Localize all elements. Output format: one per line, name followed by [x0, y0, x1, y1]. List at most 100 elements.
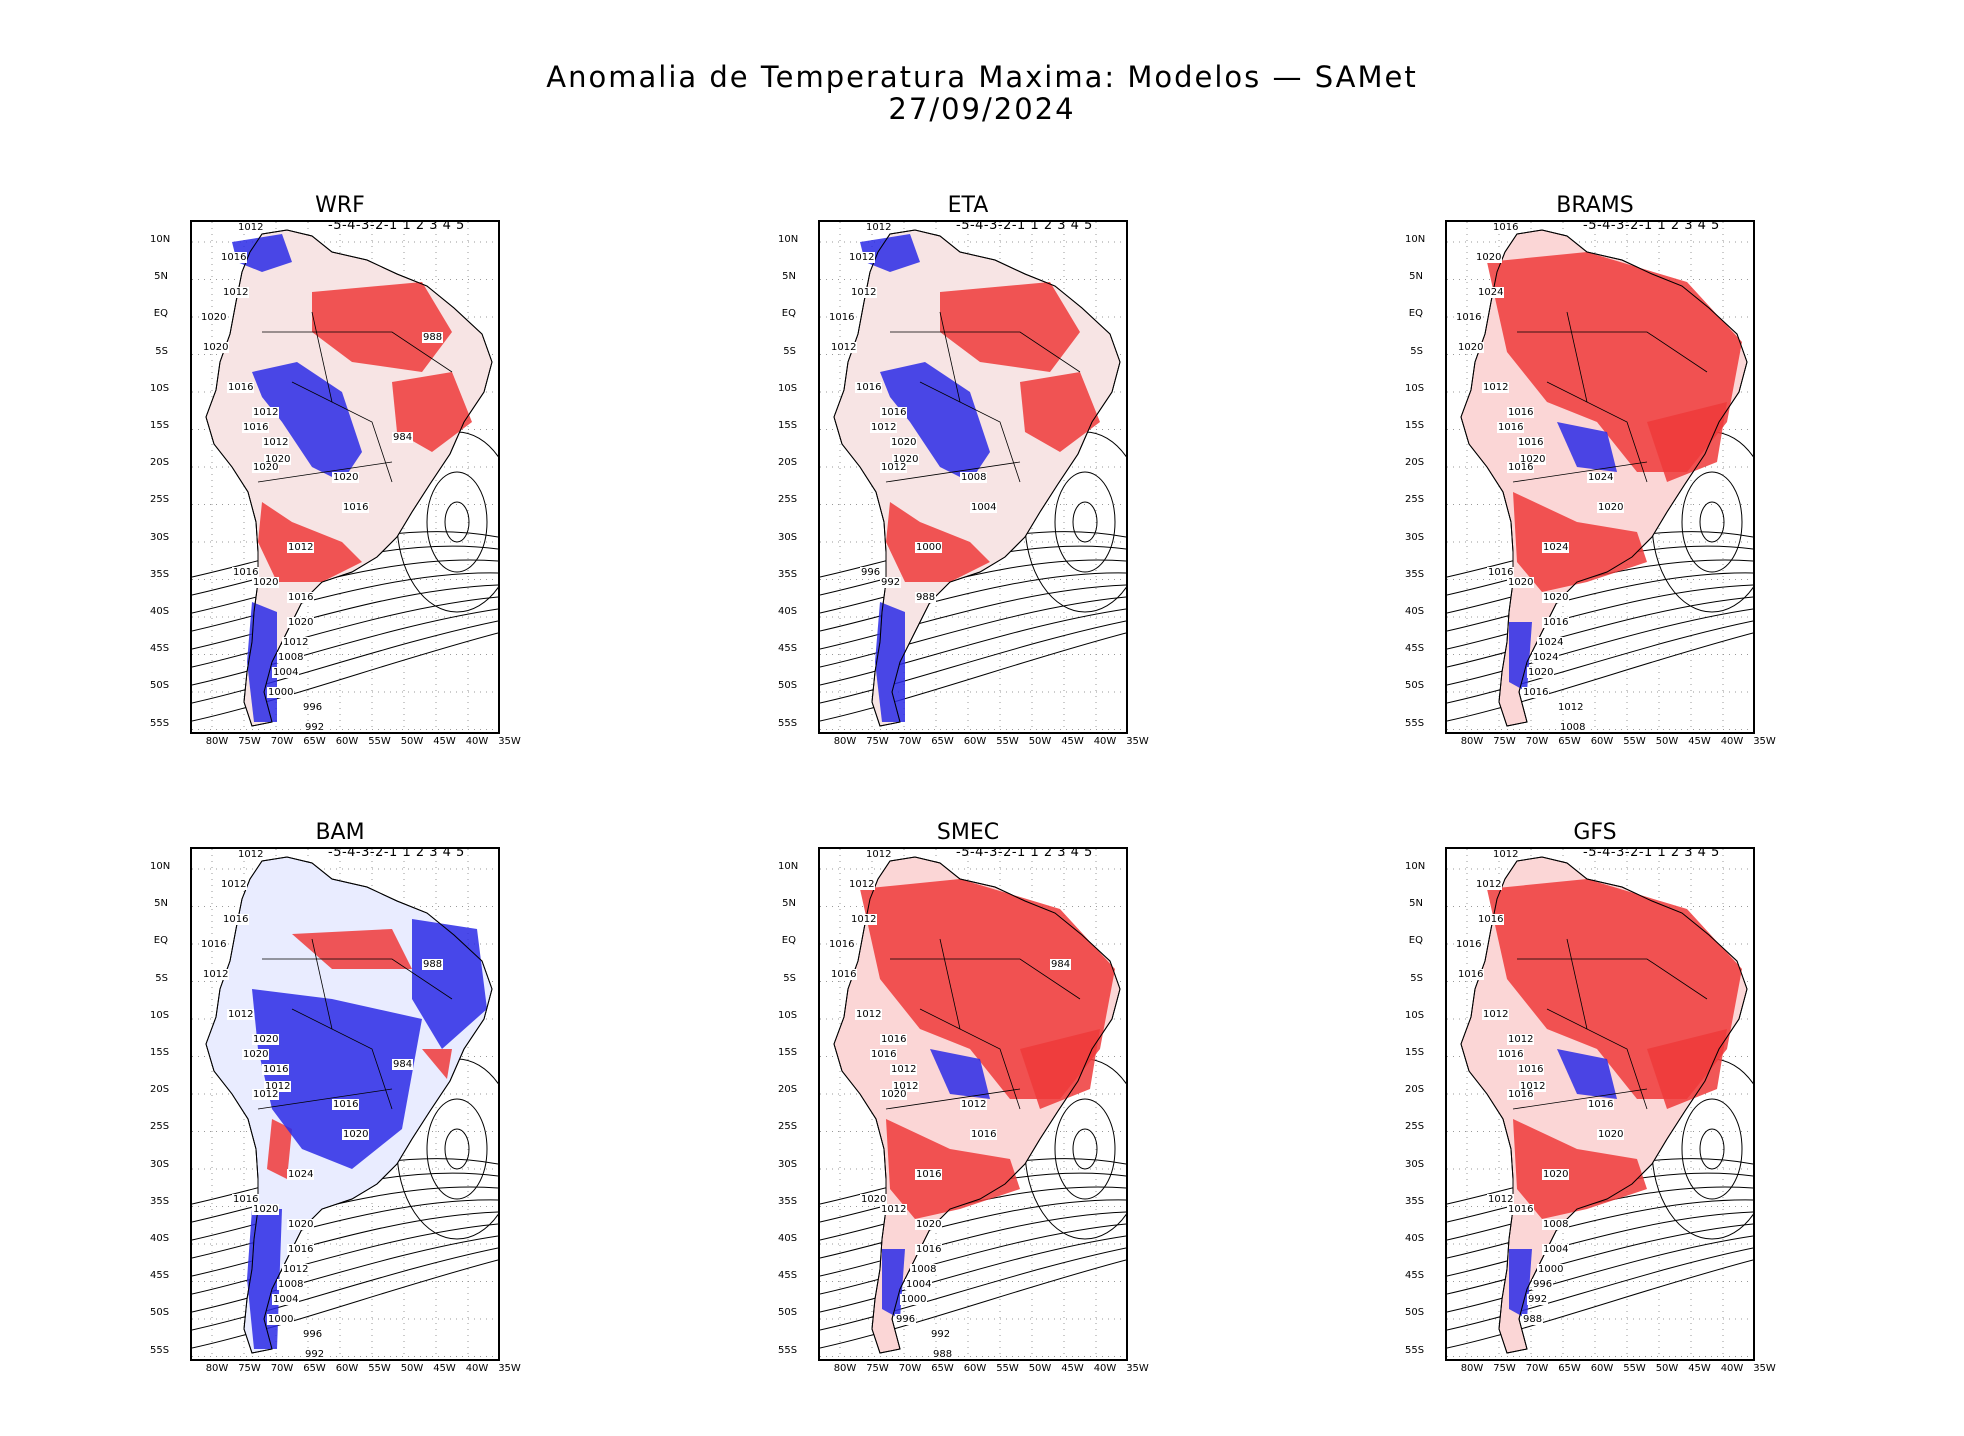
isobar-label: 1016: [232, 567, 260, 578]
isobar-line: [820, 620, 1126, 704]
isobar-label: 1020: [252, 577, 280, 588]
isobar-label: 1020: [287, 617, 315, 628]
country-border: [1512, 461, 1648, 483]
lon-tick-label: 40W: [1093, 1363, 1117, 1374]
country-border: [890, 331, 1081, 373]
isobar-label: 1016: [1455, 939, 1483, 950]
high-pressure-contour: [444, 1128, 470, 1170]
isobar-label: 1020: [1457, 342, 1485, 353]
isobar-label: 1012: [252, 1089, 280, 1100]
isobar-line: [192, 632, 498, 722]
lon-tick-label: 60W: [963, 736, 987, 747]
isobar-label: 1016: [1507, 1089, 1535, 1100]
lon-tick-label: 60W: [1590, 1363, 1614, 1374]
lat-tick-label: 10N: [1405, 234, 1426, 245]
isobar-label: 992: [304, 722, 326, 733]
map-frame: -5-4-3-2-1 1 2 3 4 5 1012 1012 1016 1016 1012…: [190, 847, 500, 1361]
lat-tick-label: 55S: [778, 1344, 798, 1356]
isobar-label: 1012: [1482, 382, 1510, 393]
lon-tick-label: 35W: [1126, 736, 1149, 747]
isobar-label: 996: [302, 1329, 324, 1340]
lon-tick-label: 65W: [931, 736, 954, 747]
country-border: [939, 938, 961, 1030]
lat-tick-label: 30S: [150, 531, 170, 543]
country-border: [1566, 311, 1588, 403]
lat-tick-label: 35S: [778, 568, 798, 580]
isobar-label: 1016: [1587, 1099, 1615, 1110]
lat-tick-label: EQ: [781, 308, 796, 320]
isobar-label: 1024: [1587, 472, 1615, 483]
country-border: [1546, 381, 1648, 483]
lat-tick-label: 55S: [1405, 717, 1425, 729]
lon-tick-label: 45W: [1688, 1363, 1711, 1374]
isobar-line: [1447, 608, 1753, 686]
isobar-label: 1016: [1507, 407, 1535, 418]
isobar-label: 1020: [242, 1049, 270, 1060]
panel-bam: BAM -5-4-3-2-1 1 2 3 4 5 1012 1012 1016 1016 1…: [150, 820, 521, 1380]
country-border: [939, 311, 961, 403]
isobar-label: 1020: [202, 342, 230, 353]
isobar-label: 1024: [1542, 542, 1570, 553]
isobar-label: 996: [860, 567, 882, 578]
cold-anomaly-area: [1509, 1249, 1532, 1319]
map-frame: -5-4-3-2-1 1 2 3 4 5 1016 1020 1024 1016 1020…: [1445, 220, 1755, 734]
panel-title: BAM: [315, 820, 365, 845]
isobar-label: 1012: [227, 1009, 255, 1020]
isobar-label: 1012: [1492, 849, 1520, 860]
isobar-line: [1447, 1247, 1753, 1331]
lon-tick-label: 60W: [963, 1363, 987, 1374]
lat-tick-label: 45S: [150, 1270, 170, 1282]
lon-tick-label: 75W: [1493, 736, 1516, 747]
colorbar-labels: -5-4-3-2-1 1 2 3 4 5: [328, 847, 465, 860]
lon-tick-label: 35W: [1753, 1363, 1776, 1374]
coastline: [833, 229, 1121, 727]
lat-tick-label: 5S: [783, 345, 796, 357]
colorbar-labels: -5-4-3-2-1 1 2 3 4 5: [328, 220, 465, 233]
lon-tick-label: 50W: [400, 736, 424, 747]
country-border: [885, 1088, 1021, 1110]
isobar-line: [192, 1235, 498, 1313]
isobar-label: 1020: [342, 1129, 370, 1140]
lon-tick-label: 45W: [1061, 1363, 1084, 1374]
isobar-line: [192, 1259, 498, 1349]
lat-tick-label: 35S: [778, 1195, 798, 1207]
panel-eta: ETA -5-4-3-2-1 1 2 3 4 5 1012 1012 1012 1016 1…: [778, 193, 1149, 753]
isobar-label: 1020: [1542, 1169, 1570, 1180]
lat-tick-label: EQ: [153, 935, 168, 947]
lat-tick-label: 30S: [778, 1158, 798, 1170]
isobar-line: [1447, 596, 1753, 668]
isobar-label: 1012: [892, 1081, 920, 1092]
lat-tick-label: 50S: [150, 680, 170, 692]
isobar-label: 992: [304, 1349, 326, 1360]
lat-tick-label: 25S: [1405, 494, 1425, 506]
isobar-label: 1012: [1487, 1194, 1515, 1205]
isobar-label: 1012: [880, 1204, 908, 1215]
isobar-label: 988: [932, 1349, 954, 1360]
isobar-label: 1016: [870, 1049, 898, 1060]
isobar-label: 1016: [1497, 422, 1525, 433]
lat-tick-label: 20S: [778, 1084, 798, 1096]
country-border: [311, 311, 333, 403]
lat-tick-label: 45S: [1405, 643, 1425, 655]
isobar-label: 996: [302, 702, 324, 713]
isobar-label: 1016: [1477, 914, 1505, 925]
lat-tick-label: 5S: [1410, 972, 1423, 984]
isobar-line: [192, 1211, 498, 1277]
lon-tick-label: 70W: [270, 736, 294, 747]
lon-tick-label: 60W: [335, 736, 359, 747]
high-pressure-contour: [1054, 471, 1116, 573]
panel-wrf: WRF -5-4-3-2-1 1 2 3 4 5 1012 1016 1012 1020 1…: [150, 193, 521, 753]
isobar-label: 1020: [287, 1219, 315, 1230]
warm-anomaly-area: [1020, 1029, 1100, 1109]
isobar-label: 1012: [1482, 1009, 1510, 1020]
panel-brams: BRAMS -5-4-3-2-1 1 2 3 4 5 1016 1020 1024 101…: [1405, 193, 1776, 753]
high-pressure-contour: [1699, 1128, 1725, 1170]
isobar-label: 1016: [1497, 1049, 1525, 1060]
warm-anomaly-area: [1647, 1029, 1727, 1109]
isobar-label: 1012: [220, 879, 248, 890]
isobar-label: 1000: [915, 542, 943, 553]
high-pressure-contour: [1054, 1098, 1116, 1200]
isobar-label: 988: [422, 332, 444, 343]
lon-tick-label: 60W: [335, 1363, 359, 1374]
panel-title: GFS: [1573, 820, 1617, 845]
